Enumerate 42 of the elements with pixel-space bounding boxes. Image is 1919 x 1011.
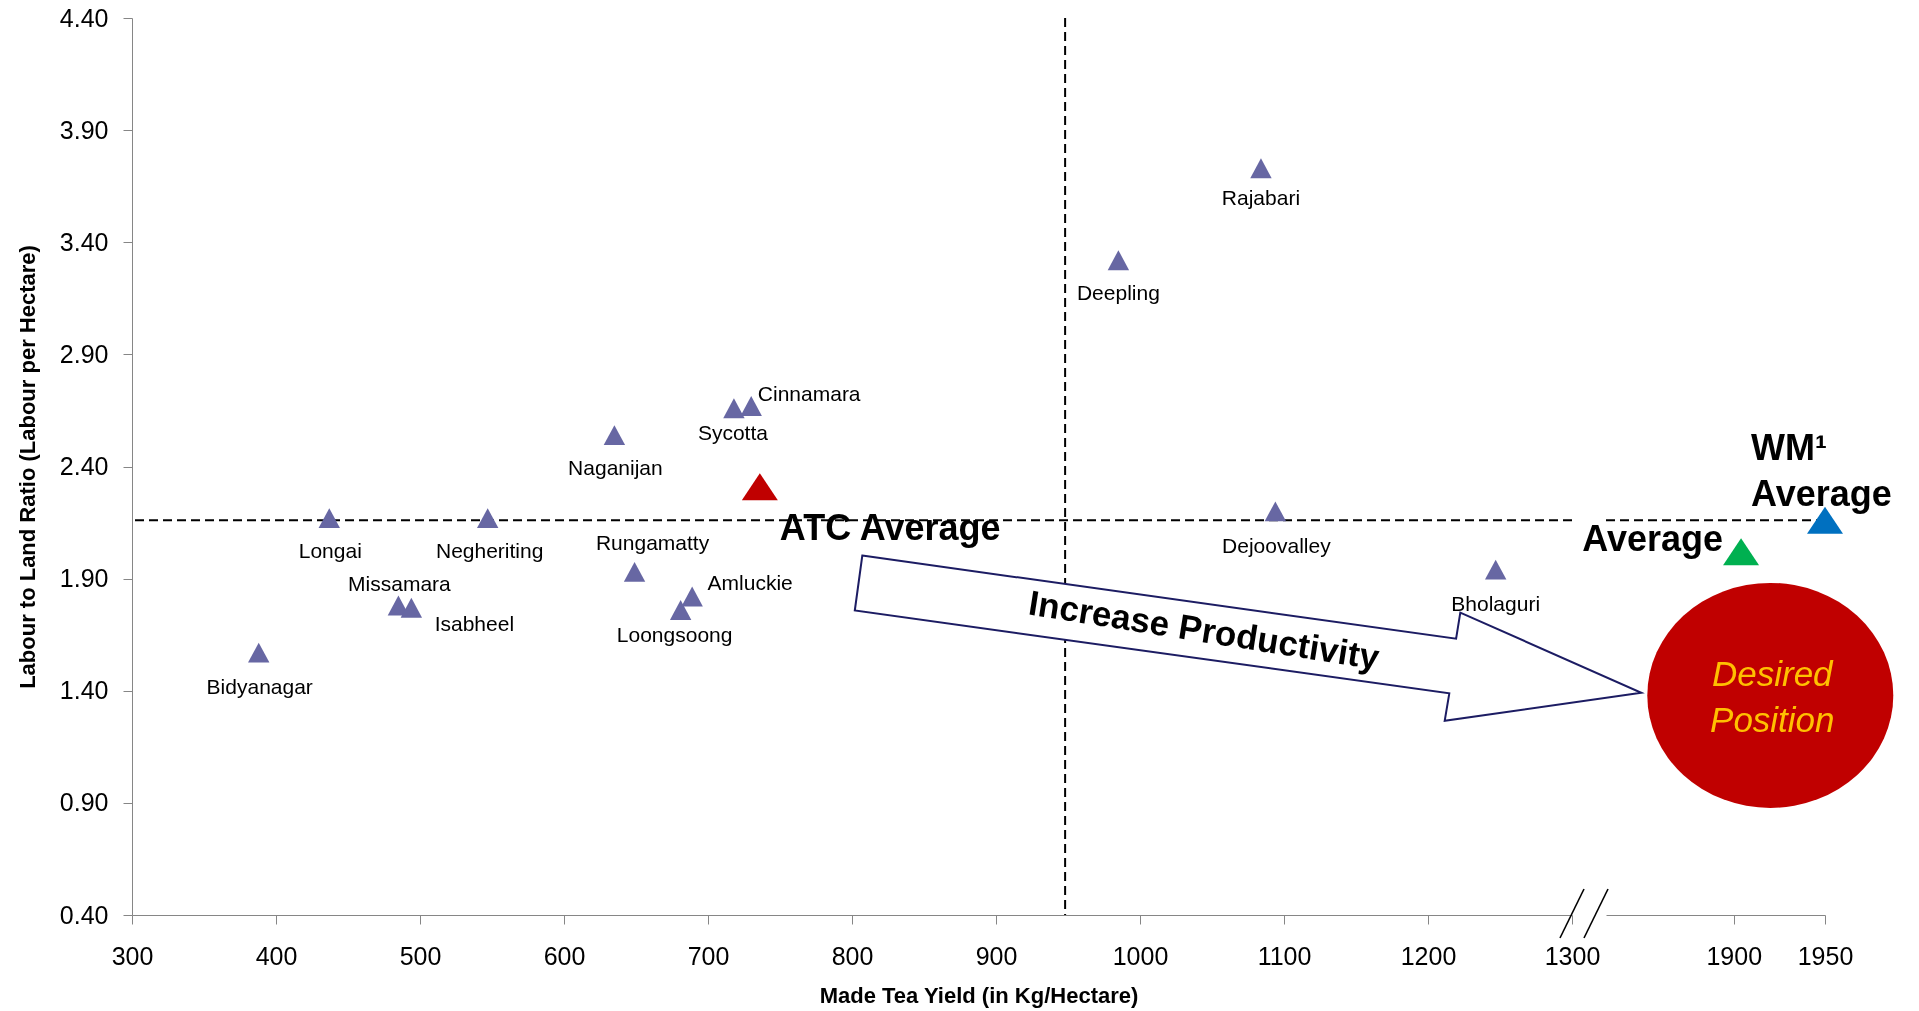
x-tick-label: 1300 — [1544, 941, 1601, 970]
annotation: Cinnamara — [757, 381, 861, 405]
x-tick-label: 400 — [255, 941, 298, 970]
annotation: Deepling — [1076, 281, 1160, 305]
annotation: Amluckie — [707, 570, 793, 594]
x-tick-label: 600 — [543, 941, 586, 970]
annotation: Longai — [298, 539, 362, 563]
annotation: Sycotta — [697, 421, 769, 445]
x-tick-label: 1100 — [1257, 941, 1312, 970]
annotation: WM¹ Average — [1751, 426, 1892, 514]
x-tick-label: 1200 — [1400, 941, 1457, 970]
annotation: Bidyanagar — [206, 674, 313, 698]
y-tick-label: 4.40 — [59, 3, 109, 32]
x-tick-label: 1000 — [1112, 941, 1169, 970]
annotation: Rajabari — [1221, 186, 1301, 210]
annotation: Negheriting — [435, 539, 544, 563]
annotation: Loongsoong — [616, 623, 733, 647]
x-tick-label: 900 — [975, 941, 1018, 970]
x-tick-label: 1950 — [1797, 941, 1854, 970]
y-tick-label: 1.90 — [59, 564, 109, 593]
y-tick-label: 3.40 — [59, 227, 109, 256]
annotation: Average — [1582, 517, 1724, 559]
x-tick-label: 500 — [399, 941, 442, 970]
x-tick-label: 800 — [831, 941, 874, 970]
annotation: Naganijan — [568, 456, 663, 480]
y-tick-label: 2.40 — [59, 452, 109, 480]
x-axis-title: Made Tea Yield (in Kg/Hectare) — [819, 982, 1139, 1008]
x-tick-label: 300 — [111, 941, 154, 970]
annotation: Isabheel — [434, 611, 515, 635]
annotation: Dejoovalley — [1222, 534, 1332, 558]
y-axis-title: Labour to Land Ratio (Labour per Hectare) — [14, 245, 40, 689]
y-tick-label: 0.90 — [59, 788, 109, 817]
y-tick-label: 0.40 — [59, 900, 109, 929]
y-tick-label: 3.90 — [59, 115, 109, 144]
annotation: Bholaguri — [1451, 591, 1541, 615]
annotation: Rungamatty — [595, 530, 710, 554]
y-tick-label: 1.40 — [59, 676, 109, 705]
y-tick-label: 2.90 — [59, 339, 109, 368]
annotation: Desired Position — [1710, 654, 1835, 739]
annotation: Missamara — [348, 571, 452, 595]
x-tick-label: 1900 — [1706, 941, 1763, 970]
x-tick-label: 700 — [687, 941, 730, 970]
